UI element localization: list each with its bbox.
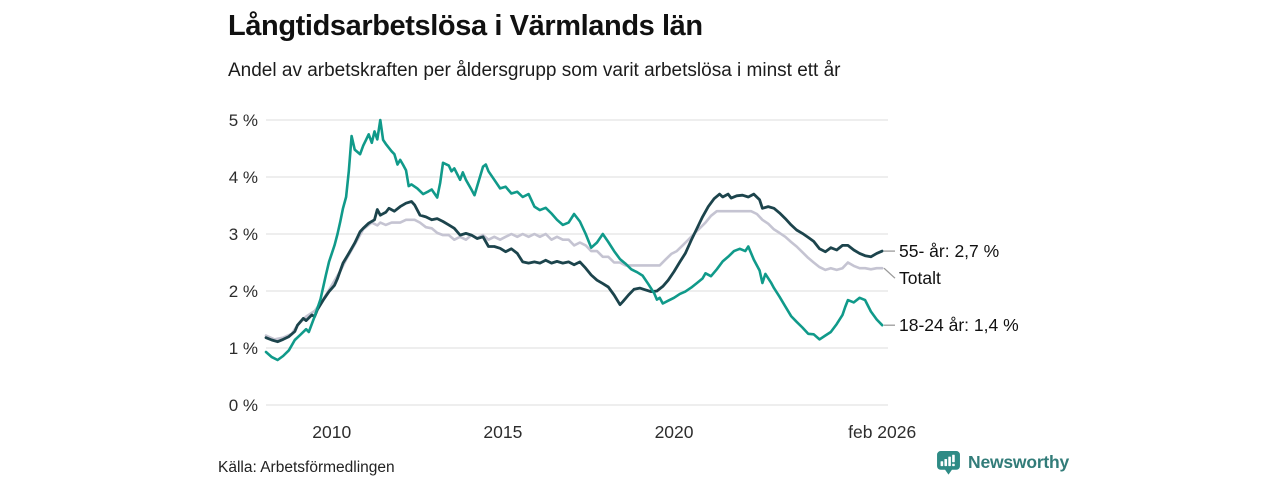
y-tick-label: 2 % <box>229 282 258 301</box>
y-tick-label: 5 % <box>229 111 258 130</box>
y-tick-label: 4 % <box>229 168 258 187</box>
annotation-leader-line <box>883 267 896 279</box>
newsworthy-wordmark: Newsworthy <box>968 452 1070 472</box>
series-line-55-r <box>264 192 884 344</box>
series-label-55-r: 55- år: 2,7 % <box>899 241 999 261</box>
y-tick-label: 3 % <box>229 225 258 244</box>
y-tick-label: 1 % <box>229 339 258 358</box>
exclamation-dot <box>952 463 955 467</box>
exclamation-bar <box>952 454 955 463</box>
x-tick-label: feb 2026 <box>848 422 916 442</box>
x-tick-label: 2010 <box>312 422 351 442</box>
series-label-totalt: Totalt <box>899 268 941 288</box>
source-note: Källa: Arbetsförmedlingen <box>218 459 395 476</box>
newsworthy-brand: Newsworthy <box>936 450 1069 475</box>
newsworthy-logo-icon <box>937 451 960 475</box>
x-tick-label: 2015 <box>483 422 522 442</box>
y-tick-label: 0 % <box>229 396 258 415</box>
x-tick-label: 2020 <box>655 422 694 442</box>
series-line-totalt <box>264 209 884 341</box>
chart-subtitle: Andel av arbetskraften per åldersgrupp s… <box>228 60 841 81</box>
chart-title: Långtidsarbetslösa i Värmlands län <box>228 10 703 42</box>
series-line-18-24-r <box>264 118 884 362</box>
series-label-18-24-r: 18-24 år: 1,4 % <box>899 315 1019 335</box>
bar-chart-glyph <box>940 454 955 467</box>
